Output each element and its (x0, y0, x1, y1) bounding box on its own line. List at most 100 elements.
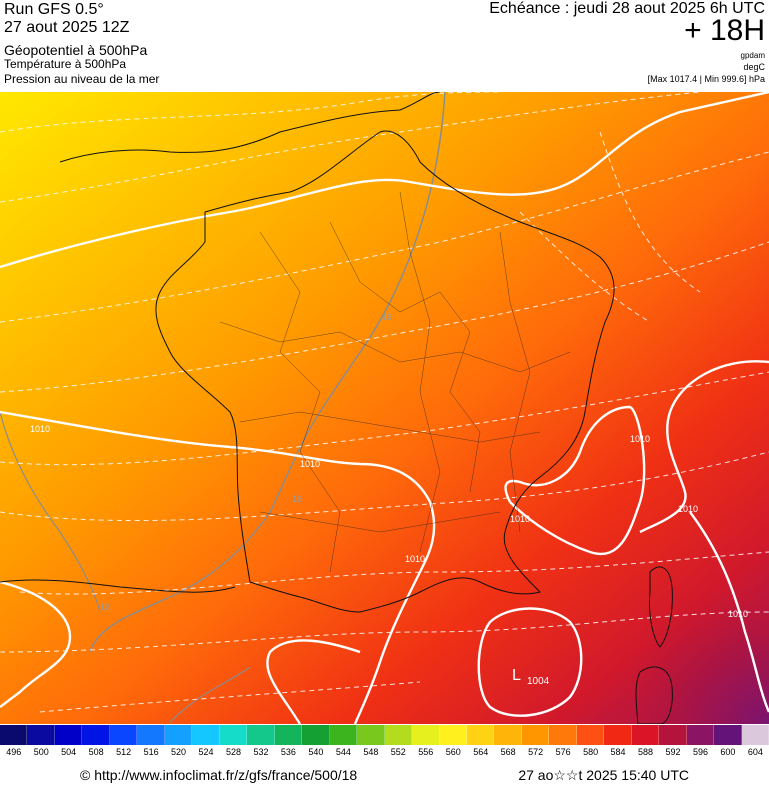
isotherm-label: 16 (382, 312, 392, 322)
color-scale-swatch (274, 725, 303, 745)
source-url[interactable]: © http://www.infoclimat.fr/z/gfs/france/… (80, 767, 358, 783)
color-scale-swatch (137, 725, 165, 745)
color-scale-label: 572 (528, 747, 544, 757)
color-scale-label: 504 (61, 747, 77, 757)
regional-borders (219, 191, 571, 573)
france-coastline (155, 130, 615, 613)
color-scale-label: 524 (198, 747, 214, 757)
isobar-1010-south (266, 639, 361, 724)
isotherm-label: 16 (292, 494, 302, 504)
color-scale-label: 584 (610, 747, 626, 757)
forecast-validity: Echéance : jeudi 28 aout 2025 6h UTC (489, 0, 765, 17)
color-scale-swatch (576, 725, 605, 745)
spain-coastline (0, 579, 236, 593)
color-scale-label: 604 (747, 747, 763, 757)
color-scale-label: 560 (445, 747, 461, 757)
run-date: 27 aout 2025 12Z (4, 19, 130, 36)
color-scale-label: 496 (6, 747, 22, 757)
field-temperature: Température à 500hPa (4, 57, 127, 71)
southern-england-coast (59, 92, 441, 163)
color-scale-swatch (604, 725, 632, 745)
color-scale-swatch (466, 725, 495, 745)
color-scale-swatch (0, 725, 28, 745)
unit-geopotential: gpdam (740, 51, 765, 60)
color-scale-label: 568 (500, 747, 516, 757)
color-scale-labels: 496 500 504 508 512 516 520 524 528 532 536 540 544 5… (0, 747, 769, 761)
isobar-1010-loop (504, 405, 646, 556)
isobars (0, 92, 769, 724)
color-scale (0, 725, 769, 745)
color-scale-swatch (109, 725, 138, 745)
geopotential-contours (0, 92, 769, 713)
color-scale-swatch (164, 725, 193, 745)
color-scale-label: 564 (473, 747, 489, 757)
isobar-label: 1010 (405, 554, 425, 564)
color-scale-swatch (357, 725, 385, 745)
isotherm-south (169, 666, 251, 723)
color-scale-swatch (741, 725, 769, 745)
isobar-label: 1010 (300, 459, 320, 469)
cold-pool-southeast (400, 392, 769, 724)
color-scale-swatch (714, 725, 742, 745)
isotherm-label-group: 16 16 16 (100, 312, 392, 612)
color-scale-label: 548 (363, 747, 379, 757)
color-scale-swatch (439, 725, 467, 745)
color-scale-label: 592 (665, 747, 681, 757)
color-scale-label: 596 (692, 747, 708, 757)
color-scale-label: 580 (583, 747, 599, 757)
lead-time: + 18H (684, 14, 765, 47)
isobar-1010-north (0, 92, 769, 269)
color-scale-label: 536 (280, 747, 296, 757)
color-scale-swatch (494, 725, 522, 745)
color-scale-swatch (192, 725, 220, 745)
color-scale-swatch (631, 725, 660, 745)
isobar-1010-east (639, 360, 769, 534)
color-scale-swatch (82, 725, 110, 745)
color-scale-swatch (659, 725, 687, 745)
coastlines (0, 92, 673, 724)
corsica (649, 566, 673, 648)
pressure-max-min: [Max 1017.4 | Min 999.6] hPa (647, 74, 765, 84)
isobar-label-group: 1010 1010 1010 1010 1010 1010 1010 (30, 424, 748, 619)
color-scale-label: 576 (555, 747, 571, 757)
color-scale-label: 512 (116, 747, 132, 757)
weather-map[interactable]: 1010 1010 1010 1010 1010 1010 1010 16 16… (0, 92, 769, 724)
isobar-label: 1010 (510, 514, 530, 524)
field-geopotential: Géopotentiel à 500hPa (4, 42, 148, 58)
color-scale-label: 556 (418, 747, 434, 757)
color-scale-swatch (219, 725, 248, 745)
color-scale-label: 528 (225, 747, 241, 757)
color-scale-label: 520 (171, 747, 187, 757)
field-pressure: Pression au niveau de la mer (4, 72, 160, 86)
color-scale-label: 500 (33, 747, 49, 757)
isobar-1010-central (0, 410, 436, 724)
isotherm-16 (89, 92, 446, 653)
color-scale-swatch (686, 725, 715, 745)
color-scale-swatch (521, 725, 550, 745)
low-pressure-value: 1004 (527, 676, 550, 687)
isotherm-west (0, 411, 101, 613)
color-scale-swatch (549, 725, 577, 745)
isobar-label: 1010 (630, 434, 650, 444)
isobar-1010-southwest (0, 580, 72, 708)
isobar-label: 1010 (728, 609, 748, 619)
isobar-label: 1010 (678, 504, 698, 514)
isobar-label: 1010 (30, 424, 50, 434)
color-scale-swatch (302, 725, 330, 745)
color-scale-swatch (412, 725, 440, 745)
low-1004-contour (477, 607, 583, 717)
color-scale-label: 588 (638, 747, 654, 757)
color-scale-label: 532 (253, 747, 269, 757)
color-scale-swatch (329, 725, 358, 745)
color-scale-label: 540 (308, 747, 324, 757)
color-scale-label: 516 (143, 747, 159, 757)
generation-timestamp: 27 ao☆☆t 2025 15:40 UTC (518, 767, 689, 783)
color-scale-label: 600 (720, 747, 736, 757)
sardinia (635, 666, 673, 724)
color-scale-swatch (247, 725, 275, 745)
unit-temperature: degC (743, 62, 765, 72)
isotherm-label: 16 (100, 602, 110, 612)
color-scale-swatch (54, 725, 83, 745)
color-scale-swatch (384, 725, 413, 745)
low-pressure-letter: L (512, 667, 521, 684)
